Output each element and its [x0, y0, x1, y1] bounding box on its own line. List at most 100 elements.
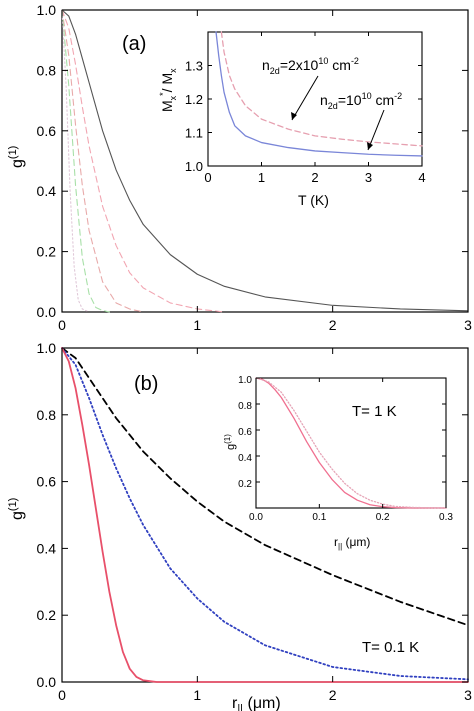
- panel-b-ytick-label: 0.4: [37, 540, 57, 556]
- inset-ylabel-part-star: *: [158, 92, 168, 96]
- panel-b-xtick-label: 3: [464, 687, 472, 703]
- panel-b-inset-xlabel-sub: ||: [338, 542, 342, 551]
- annot2-unit-exp: -2: [394, 91, 402, 101]
- panel-b-inset-xlabel-unit: (μm): [342, 535, 370, 549]
- inset-ylabel-part-sub2: x: [168, 68, 178, 73]
- panel-b-inset-series-group: [255, 377, 447, 509]
- panel-b-ylabel-sup: (1): [7, 498, 19, 511]
- panel-a-inset-series-group: [215, 31, 423, 157]
- panel-b-xlabel: r|| (μm): [232, 695, 281, 711]
- panel-a-xtick-label: 2: [329, 317, 337, 333]
- panel-a-inset-ticks: 0 1 2 3 4 1.0 1.1 1.2 1.3: [185, 32, 426, 185]
- annot1-2d: 2d: [270, 66, 280, 76]
- panel-b-inset-xtick-label: 0.0: [249, 512, 263, 523]
- annot2-base: =10: [338, 92, 362, 108]
- panel-a-xtick-label: 0: [58, 317, 66, 333]
- panel-b-xtick-label: 2: [329, 687, 337, 703]
- panel-b-inset-frame: [255, 377, 447, 509]
- panel-b-inset-annotation: T= 1 K: [352, 403, 397, 420]
- panel-b-series-2-line: [61, 347, 469, 681]
- annot1-base: =2x10: [280, 57, 319, 73]
- panel-a-inset-ytick-label: 1.0: [185, 159, 203, 174]
- panel-a-series-5-line: [61, 9, 90, 313]
- panel-a-ytick-label: 1.0: [37, 2, 57, 18]
- panel-b-ytick-label: 0.6: [37, 474, 57, 490]
- panel-b-xlabel-unit: (μm): [243, 695, 281, 711]
- panel-b-xtick-label: 1: [193, 687, 201, 703]
- panel-a-inset: 0 1 2 3 41.01.11.21.3 Mx*/ Mx T (K) n2d=2x10…: [158, 31, 426, 208]
- panel-a-series-3-line: [61, 9, 144, 313]
- panel-a-ytick-label: 0.4: [37, 183, 57, 199]
- panel-b-ticks: 0 1 2 3 0.0 0.2 0.4 0.6 0.8 1.0: [37, 340, 473, 703]
- panel-b-inset-ytick-label: 0.6: [238, 427, 252, 438]
- annot2-n: n: [320, 92, 328, 108]
- panel-a-inset-series-1-line: [215, 31, 423, 157]
- annot2-unit: cm: [372, 92, 395, 108]
- panel-a-ylabel: g(1): [7, 146, 26, 168]
- panel-b-label: (b): [134, 373, 158, 395]
- panel-b-inset-ytick-label: 1.0: [238, 375, 252, 386]
- panel-b-inset-ylabel: g(1): [223, 434, 237, 450]
- annot2-exp: 10: [362, 91, 372, 101]
- panel-a-series-1-line: [61, 9, 469, 312]
- panel-a-inset-xtick-label: 2: [311, 170, 318, 185]
- panel-b-ytick-label: 0.0: [37, 674, 57, 690]
- panel-b: 0 1 2 30.00.20.40.60.81.0 g(1) (b) T= 0.1 K…: [7, 340, 472, 711]
- panel-b-ytick-label: 1.0: [37, 340, 57, 356]
- annotation-1-arrow: [291, 75, 319, 121]
- panel-b-inset-ytick-label: 0.2: [238, 479, 252, 490]
- annot1-unit-exp: -2: [351, 56, 359, 66]
- panel-a-series-4-line: [61, 9, 110, 313]
- panel-a-frame: [61, 9, 469, 313]
- annot1-n: n: [262, 57, 270, 73]
- panel-a-ylabel-main: g: [9, 159, 26, 168]
- panel-a-label: (a): [122, 33, 146, 55]
- panel-a-xtick-label: 3: [464, 317, 472, 333]
- panel-a-xtick-label: 1: [193, 317, 201, 333]
- inset-ylabel-part-m2: / M: [159, 73, 175, 92]
- panel-b-inset: 0.0 0.1 0.2 0.3 0.2 0.4 0.6 0.8 1.0 g(1) r|| (μm…: [223, 375, 453, 551]
- panel-b-xlabel-sub: ||: [237, 703, 243, 711]
- panel-b-xlabel-r: r: [232, 695, 238, 711]
- panel-b-inset-ylabel-main: g: [225, 444, 237, 450]
- panel-a-inset-xlabel: T (K): [298, 192, 329, 208]
- panel-a-inset-annotation-1: n2d=2x1010 cm-2: [262, 56, 359, 76]
- inset-ylabel-part-sub1: x: [168, 95, 178, 100]
- panel-b-series-1-line: [61, 347, 469, 627]
- panel-a-ticks: 0 1 2 3 0.0 0.2 0.4 0.6 0.8 1.0: [37, 2, 473, 333]
- panel-a-inset-annotation-2: n2d=1010 cm-2: [320, 91, 402, 111]
- panel-a-ytick-label: 0.2: [37, 244, 57, 260]
- panel-b-annotation: T= 0.1 K: [362, 639, 419, 656]
- panel-b-series-group: [61, 347, 469, 683]
- panel-b-inset-xtick-label: 0.3: [439, 512, 453, 523]
- panel-b-inset-xtick-label: 0.2: [376, 512, 390, 523]
- annot1-unit: cm: [328, 57, 351, 73]
- panel-a-inset-xtick-label: 3: [365, 170, 372, 185]
- panel-b-inset-ticks: 0.0 0.1 0.2 0.3 0.2 0.4 0.6 0.8 1.0: [238, 375, 453, 523]
- panel-a-inset-xtick-label: 4: [418, 170, 425, 185]
- panel-b-ytick-label: 0.2: [37, 607, 57, 623]
- panel-a-inset-xtick-label: 1: [258, 170, 265, 185]
- panel-a-inset-ytick-label: 1.3: [185, 59, 203, 74]
- annot2-2d: 2d: [328, 101, 338, 111]
- panel-b-ylabel: g(1): [7, 498, 26, 520]
- panel-a-ytick-label: 0.6: [37, 123, 57, 139]
- annot1-exp: 10: [318, 56, 328, 66]
- panel-a-inset-series-2-line: [220, 31, 423, 147]
- panel-a-ytick-label: 0.0: [37, 304, 57, 320]
- panel-b-inset-ytick-label: 0.8: [238, 401, 252, 412]
- panel-b-inset-series-1-line: [255, 377, 447, 509]
- panel-a: 0 1 2 3 0.0 0.2 0.4 0.6 0.8 1.0 g(1) (a) 0 1 2 3 4 1.0…: [7, 2, 472, 333]
- panel-a-ylabel-sup: (1): [7, 146, 19, 159]
- panel-b-xtick-label: 0: [58, 687, 66, 703]
- panel-b-inset-ylabel-sup: (1): [223, 434, 232, 444]
- panel-b-inset-series-2-line: [255, 377, 447, 509]
- annotation-2-arrowhead: [367, 142, 373, 150]
- annotation-2-arrow: [367, 109, 385, 151]
- panel-b-ytick-label: 0.8: [37, 407, 57, 423]
- panel-b-series-3-line: [61, 347, 469, 683]
- panel-a-inset-xtick-label: 0: [204, 170, 211, 185]
- inset-ylabel-part-m1: M: [159, 100, 175, 112]
- panel-a-ytick-label: 0.8: [37, 62, 57, 78]
